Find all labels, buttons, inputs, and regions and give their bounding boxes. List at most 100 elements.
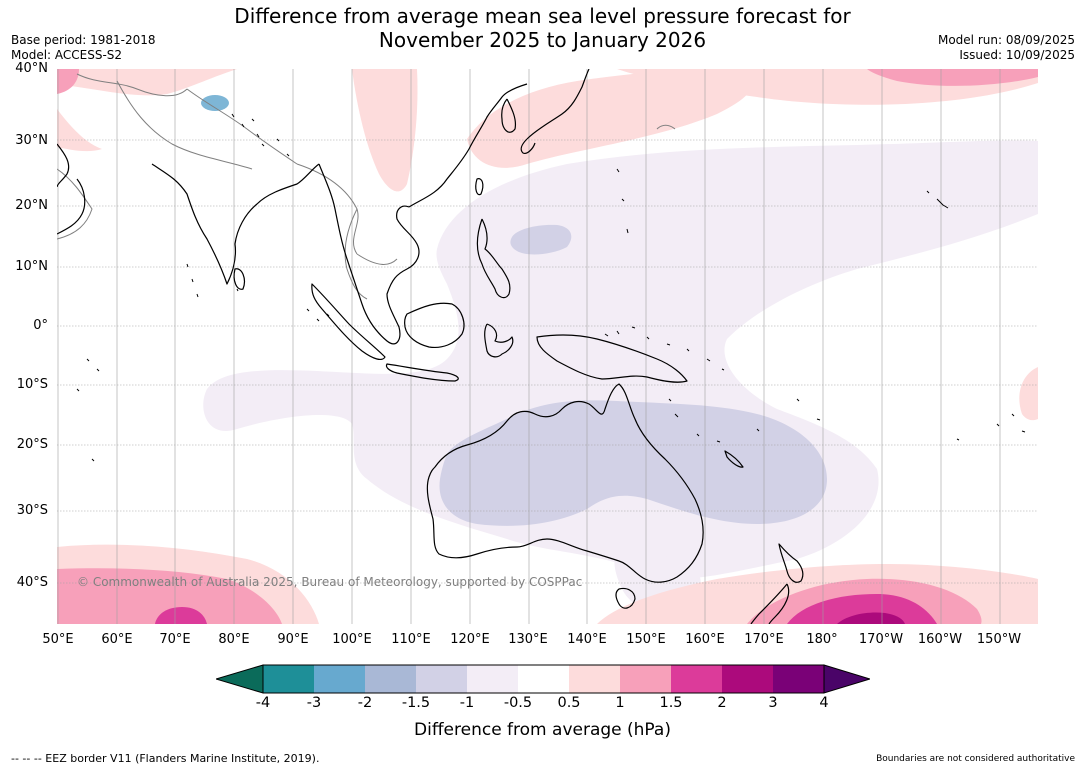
coast-indochina — [318, 163, 420, 345]
anomaly-positive-east — [1019, 367, 1038, 421]
colorbar-label: 3 — [768, 695, 778, 711]
anomaly-positive-south-purple — [837, 612, 905, 624]
pacific-islands — [76, 113, 1026, 462]
colorbar-label: 1.5 — [659, 695, 683, 711]
coast-java — [385, 363, 459, 382]
eez-legend: -- -- -- EEZ border V11 (Flanders Marine… — [11, 752, 320, 765]
anomaly-fills — [57, 69, 1038, 624]
coast-sulawesi — [484, 323, 514, 358]
lon-label-70e: 70°E — [159, 632, 191, 647]
coast-japan — [526, 69, 590, 140]
lat-label-0: 0° — [33, 318, 48, 333]
lon-label-160w: 160°W — [917, 632, 963, 647]
title-line-2: November 2025 to January 2026 — [378, 28, 707, 52]
lat-label-40s: 40°S — [16, 575, 48, 590]
colorbar-label: 4 — [819, 695, 829, 711]
lon-label-100e: 100°E — [332, 632, 372, 647]
anomaly-negative-medium — [439, 400, 827, 526]
colorbar-label: 2 — [717, 695, 727, 711]
graticule — [57, 69, 1038, 624]
anomaly-positive-north — [57, 69, 1038, 105]
colorbar-label: -3 — [306, 695, 322, 711]
coast-taiwan — [475, 178, 484, 196]
colorbar-label: 1 — [615, 695, 625, 711]
lat-label-30n: 30°N — [15, 133, 48, 148]
lon-label-110e: 110°E — [391, 632, 431, 647]
coast-japan-south — [520, 138, 536, 154]
coast-philippines — [476, 218, 511, 299]
colorbar-bin — [263, 665, 314, 693]
lon-label-120e: 120°E — [450, 632, 490, 647]
coast-india — [151, 163, 320, 285]
colorbar-label: -4 — [255, 695, 271, 711]
colorbar-bin — [722, 665, 773, 693]
meta-left: Base period: 1981-2018 Model: ACCESS-S2 — [11, 33, 156, 63]
colorbar-label: 0.5 — [557, 695, 581, 711]
lat-label-10s: 10°S — [16, 377, 48, 392]
anomaly-positive-china — [352, 69, 418, 192]
lon-label-140e: 140°E — [567, 632, 607, 647]
lon-label-150e: 150°E — [626, 632, 666, 647]
colorbar-bin — [671, 665, 722, 693]
colorbar-bin — [620, 665, 671, 693]
model-run: Model run: 08/09/2025 — [937, 33, 1075, 47]
coast-china — [408, 83, 528, 208]
colorbar-bin — [569, 665, 620, 693]
coast-sri-lanka — [233, 268, 246, 290]
coastlines — [57, 69, 1026, 624]
lat-label-40n: 40°N — [15, 61, 48, 76]
lat-label-20n: 20°N — [15, 198, 48, 213]
base-period: Base period: 1981-2018 — [11, 33, 156, 47]
coast-sumatra — [311, 283, 386, 361]
colorbar-label: -2 — [357, 695, 373, 711]
lon-label-60e: 60°E — [101, 632, 133, 647]
coast-korea — [501, 98, 517, 133]
meta-right: Model run: 08/09/2025 Issued: 10/09/2025 — [938, 33, 1075, 63]
title-line-1: Difference from average mean sea level p… — [234, 4, 851, 28]
coast-borneo — [404, 302, 465, 349]
coast-tasmania — [615, 587, 636, 609]
coast-oman — [57, 178, 86, 235]
anomaly-positive-nw — [57, 69, 237, 152]
colorbar-bin — [365, 665, 416, 693]
issued-date: Issued: 10/09/2025 — [959, 48, 1075, 62]
lon-label-150w: 150°W — [976, 632, 1022, 647]
colorbar — [216, 664, 870, 694]
model-name: Model: ACCESS-S2 — [11, 48, 123, 62]
colorbar-bin — [314, 665, 365, 693]
anomaly-negative-spot — [201, 95, 229, 111]
lon-label-170e: 170°E — [744, 632, 784, 647]
colorbar-bin — [773, 665, 824, 693]
coast-new-guinea — [536, 334, 688, 383]
anomaly-positive-north-band — [467, 69, 757, 168]
colorbar-arrow-high — [823, 664, 870, 694]
colorbar-bin — [518, 665, 569, 693]
lat-label-30s: 30°S — [16, 503, 48, 518]
colorbar-label: -1 — [459, 695, 475, 711]
lon-label-170w: 170°W — [858, 632, 904, 647]
coast-new-zealand-south — [750, 583, 790, 624]
coast-arabia — [57, 143, 70, 188]
lon-label-130e: 130°E — [508, 632, 548, 647]
coast-new-zealand-north — [778, 543, 804, 583]
colorbar-bin — [467, 665, 518, 693]
lon-label-90e: 90°E — [277, 632, 309, 647]
anomaly-positive-north-pink — [867, 69, 1038, 86]
coast-new-caledonia — [724, 450, 744, 468]
map-title: Difference from average mean sea level p… — [0, 4, 1085, 52]
boundary-disclaimer: Boundaries are not considered authoritat… — [876, 754, 1075, 764]
colorbar-bin — [416, 665, 467, 693]
pressure-anomaly-map — [57, 69, 1038, 624]
country-borders — [57, 73, 676, 300]
copyright-notice: © Commonwealth of Australia 2025, Bureau… — [77, 575, 583, 589]
anomaly-negative-medium-north — [510, 224, 572, 255]
colorbar-title: Difference from average (hPa) — [414, 720, 671, 740]
lat-label-20s: 20°S — [16, 437, 48, 452]
colorbar-label: -0.5 — [503, 695, 533, 711]
anomaly-positive-nw-pink — [57, 69, 79, 94]
lon-label-180: 180° — [806, 632, 838, 647]
anomaly-negative-light — [203, 140, 1038, 579]
lat-label-10n: 10°N — [15, 259, 48, 274]
colorbar-arrow-low — [216, 664, 264, 694]
coast-australia — [426, 383, 704, 583]
